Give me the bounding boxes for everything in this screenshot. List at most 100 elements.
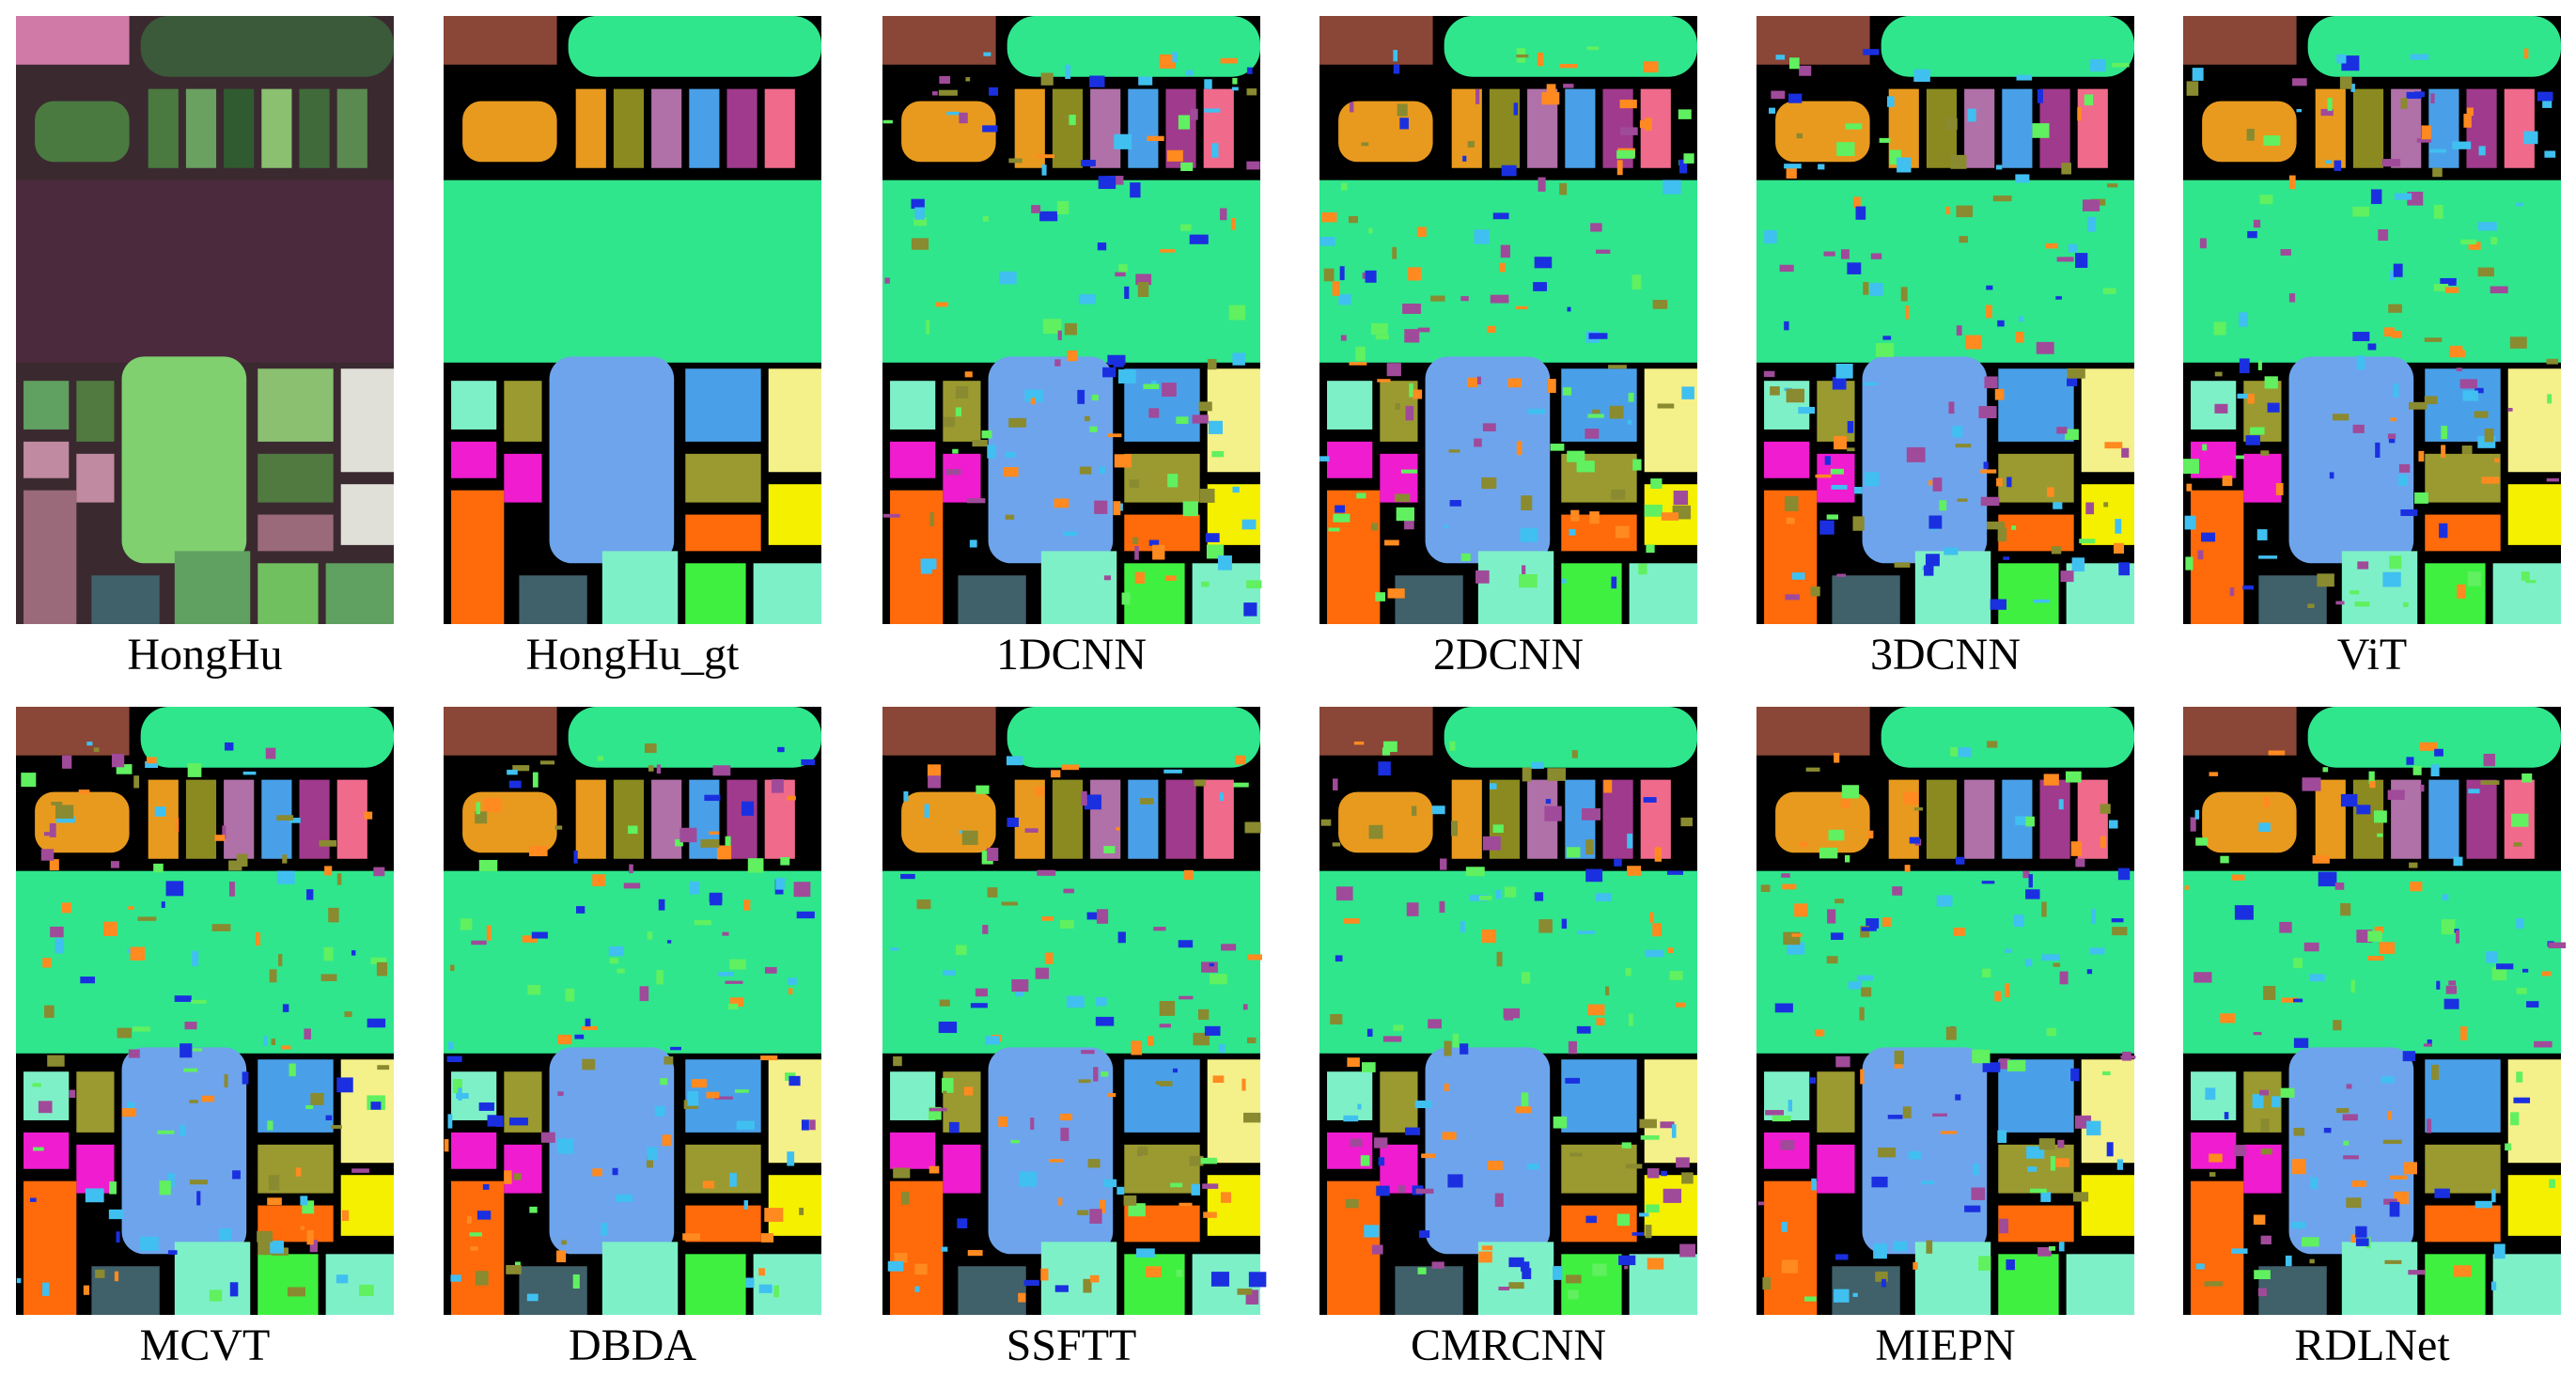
noise-speck [471,940,487,946]
region [890,381,936,430]
noise-speck [1826,956,1838,964]
region [988,356,1114,564]
noise-speck [734,1089,749,1093]
noise-speck [1067,350,1078,362]
noise-speck [289,1063,296,1077]
noise-speck [1091,394,1099,401]
noise-speck [966,498,986,504]
noise-speck [1451,821,1459,836]
noise-speck [1646,544,1655,554]
noise-speck [1400,469,1418,474]
noise-speck [1247,1037,1257,1044]
noise-speck [647,931,653,940]
noise-speck [1339,266,1345,281]
noise-speck [2433,204,2443,219]
noise-speck [69,1089,76,1099]
noise-speck [1040,1268,1049,1281]
region [1395,1266,1463,1315]
noise-speck [939,75,951,85]
noise-speck [1179,1202,1193,1207]
noise-speck [1522,767,1532,782]
noise-speck [2006,477,2012,488]
noise-speck [1645,1225,1652,1239]
noise-speck [196,1191,201,1206]
noise-speck [2036,341,2054,354]
noise-speck [2213,321,2226,336]
noise-speck [265,747,276,759]
noise-speck [2441,919,2456,935]
noise-speck [1035,967,1050,979]
region [1203,88,1234,168]
noise-speck [1516,441,1522,456]
noise-speck [647,1153,653,1168]
region [1040,551,1117,624]
noise-speck [1834,899,1844,904]
noise-speck [893,1167,911,1179]
noise-speck [1908,1150,1921,1160]
region [1640,779,1671,859]
noise-speck [1983,461,1989,469]
noise-speck [1561,578,1567,584]
noise-speck [351,950,356,956]
noise-speck [2541,971,2552,977]
noise-speck [276,870,295,884]
noise-speck [2410,54,2429,60]
noise-speck [1356,492,1366,499]
noise-speck [450,1274,461,1282]
noise-speck [2412,765,2422,775]
noise-speck [33,1147,44,1151]
region [258,1254,319,1315]
noise-speck [1592,1263,1607,1276]
noise-speck [1167,474,1179,488]
noise-speck [1248,1272,1267,1288]
noise-speck [320,974,337,981]
region [890,490,944,624]
noise-speck [1956,325,1962,336]
noise-speck [1019,1171,1038,1187]
noise-speck [556,1250,567,1263]
noise-speck [2281,997,2299,1003]
noise-speck [1062,531,1078,537]
noise-speck [1629,1013,1633,1026]
noise-speck [1676,1002,1686,1008]
noise-speck [1041,164,1047,176]
noise-speck [529,1206,538,1213]
noise-speck [2350,590,2360,595]
noise-speck [1137,1146,1148,1156]
region [2288,356,2414,564]
noise-speck [282,1004,289,1012]
noise-speck [1089,1209,1102,1224]
noise-speck [139,1236,159,1251]
noise-speck [1967,108,1976,122]
noise-speck [943,416,956,428]
noise-speck [1160,249,1176,253]
noise-speck [232,1170,241,1180]
noise-speck [2053,962,2061,967]
noise-speck [1878,1148,1897,1158]
noise-speck [1992,195,2012,202]
noise-speck [2455,930,2460,944]
noise-speck [2242,585,2254,590]
noise-speck [2115,519,2122,534]
noise-speck [2430,93,2435,104]
noise-speck [86,742,93,746]
noise-speck [2046,1027,2057,1037]
noise-speck [2267,402,2280,413]
noise-speck [2335,601,2345,605]
region [1756,16,1870,65]
noise-speck [2121,447,2130,458]
noise-speck [1242,1004,1248,1010]
noise-speck [506,1265,522,1274]
noise-speck [773,1285,779,1298]
region [575,779,606,859]
noise-speck [2403,602,2409,607]
noise-speck [2253,1214,2266,1226]
noise-speck [2309,1258,2315,1264]
region [444,180,821,363]
region [2307,707,2561,768]
noise-speck [2259,1089,2270,1096]
noise-speck [2263,135,2281,147]
noise-speck [2427,1039,2432,1047]
noise-speck [1855,206,1866,220]
noise-speck [2404,1162,2417,1175]
